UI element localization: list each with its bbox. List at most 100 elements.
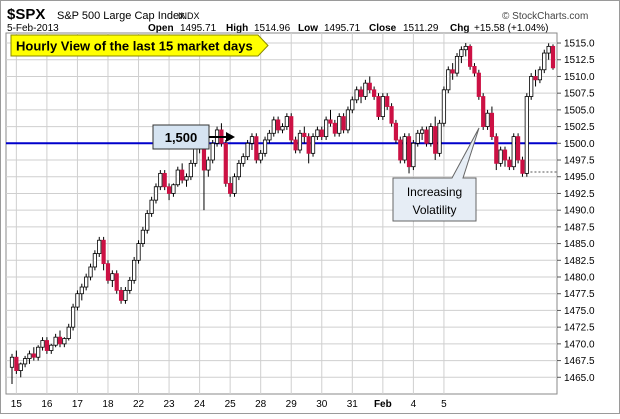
candle-body-up (53, 336, 58, 346)
candle-body-up (498, 149, 503, 164)
candle-body-down (57, 336, 63, 345)
candle (210, 139, 215, 164)
x-tick-label: 25 (225, 399, 237, 410)
candle (437, 119, 442, 157)
candle (450, 63, 455, 80)
candle-body-down (118, 289, 124, 301)
candle (550, 44, 556, 70)
candle (337, 113, 342, 137)
candle-body-down (389, 106, 394, 124)
y-tick-label: 1465.0 (564, 373, 595, 384)
candle (105, 260, 111, 284)
candle-body-down (289, 116, 294, 141)
candle (114, 270, 119, 294)
candle (280, 123, 285, 134)
candle-body-up (79, 286, 84, 295)
candle (31, 347, 36, 361)
x-tick-label: 5 (441, 399, 447, 410)
candle-body-up (22, 358, 28, 365)
x-axis: 15 16 17 18 22 23 24 25 28 29 30 31 Feb 4 5 (11, 399, 447, 410)
open-label: Open (148, 23, 174, 34)
candle-body-up (454, 55, 460, 74)
candle-body-down (228, 183, 233, 194)
candle-body-up (140, 229, 145, 244)
candle-body-down (520, 159, 525, 174)
y-tick-label: 1512.5 (564, 55, 595, 66)
candle (376, 93, 381, 120)
candle-body-up (184, 176, 189, 181)
candle-body-down (14, 356, 19, 372)
candles (9, 43, 556, 384)
candle-body-down (515, 136, 521, 161)
candle-body-down (476, 72, 481, 97)
y-tick-label: 1497.5 (564, 156, 595, 167)
candle-body-up (463, 45, 468, 51)
candle-body-up (66, 326, 71, 339)
candle-body-up (511, 136, 516, 168)
index-name-label: S&P 500 Large Cap Index (57, 10, 185, 22)
candle-body-down (328, 119, 333, 124)
close-value: 1511.29 (403, 23, 439, 34)
candle (92, 250, 97, 271)
candle-body-down (293, 139, 298, 151)
candle-body-up (36, 346, 41, 358)
candle (276, 116, 281, 134)
candle (358, 86, 364, 104)
candle-body-up (127, 279, 132, 291)
candle (293, 136, 298, 154)
candle-body-up (153, 186, 159, 201)
candle (180, 163, 185, 184)
candle-body-up (420, 129, 425, 134)
candle (520, 156, 525, 177)
candle (441, 86, 447, 127)
low-value: 1495.71 (324, 23, 361, 34)
candle-body-up (315, 129, 320, 138)
candle (262, 136, 268, 157)
candle-body-up (49, 344, 54, 351)
candle-body-up (415, 132, 420, 144)
candle-body-up (40, 340, 45, 348)
candle-body-up (206, 159, 211, 171)
candle-body-up (324, 119, 329, 138)
x-tick-label: 29 (286, 399, 298, 410)
candle (297, 129, 303, 154)
x-tick-label: 16 (41, 399, 53, 410)
candle (9, 353, 15, 384)
candle-body-down (332, 122, 337, 134)
candle-body-down (223, 142, 228, 184)
candle (537, 66, 543, 84)
y-tick-label: 1475.0 (564, 306, 595, 317)
y-tick-label: 1505.0 (564, 105, 595, 116)
candle-body-up (88, 266, 93, 278)
candle (367, 76, 372, 94)
candle-body-down (393, 122, 399, 141)
candle-body-down (166, 186, 172, 194)
candle-body-up (9, 356, 15, 368)
candle (502, 146, 508, 167)
candle (249, 133, 255, 150)
candle-body-up (542, 52, 547, 71)
candle (79, 283, 84, 301)
candle-body-up (446, 69, 451, 91)
level-arrow-head (226, 132, 235, 142)
candle-body-down (367, 82, 372, 91)
y-tick-label: 1495.0 (564, 172, 595, 183)
candle (350, 96, 355, 114)
candle-body-up (171, 184, 176, 194)
candle-body-down (358, 89, 364, 97)
candle (57, 330, 63, 348)
y-tick-label: 1477.5 (564, 289, 595, 300)
date-label: 5-Feb-2013 (7, 23, 59, 34)
candle (241, 153, 246, 167)
candle (398, 136, 403, 164)
candle-body-up (402, 136, 407, 161)
x-tick-label: 17 (72, 399, 84, 410)
y-tick-label: 1482.5 (564, 256, 595, 267)
candle (149, 196, 154, 217)
candle-body-up (175, 169, 180, 186)
candle (140, 226, 145, 247)
candle-body-down (376, 96, 381, 117)
candle (494, 133, 499, 171)
